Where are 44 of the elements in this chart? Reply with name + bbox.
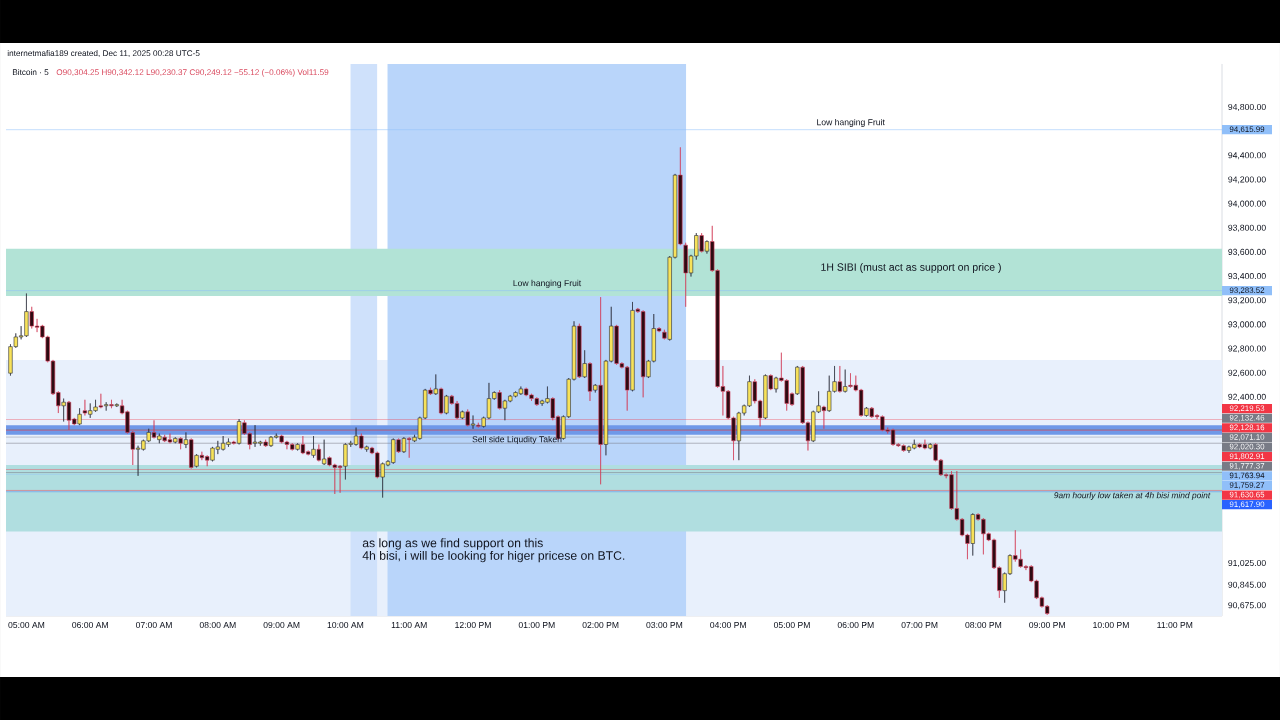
y-tick-label: 94,800.00 [1228, 103, 1266, 112]
y-tick-label: 90,845.00 [1228, 581, 1266, 589]
y-tick-label: 93,000.00 [1228, 321, 1266, 329]
y-tick-label: 93,600.00 [1228, 248, 1266, 256]
annotation: 4h bisi, i will be looking for higer pricese on BTC. [362, 550, 625, 563]
annotation: as long as we find support on this [362, 538, 543, 550]
x-tick-label: 12:00 PM [455, 621, 491, 629]
y-tick-label: 94,000.00 [1228, 200, 1266, 208]
x-tick-label: 08:00 PM [965, 621, 1002, 629]
x-tick-label: 06:00 AM [72, 621, 108, 629]
x-tick-label: 07:00 PM [901, 621, 938, 629]
x-tick-label: 09:00 PM [1029, 621, 1065, 629]
x-tick-label: 05:00 PM [773, 621, 810, 629]
y-tick-label: 92,800.00 [1228, 345, 1266, 353]
text: internetmafia189 created, Dec 11, 2025 00:28 UTC-5 [7, 50, 200, 58]
text: O90,304.25 H90,342.12 L90,230.37 C90,249.12 −55.12 (−0.06%) Vol11.59 [56, 69, 329, 77]
x-tick-label: 09:00 AM [263, 621, 300, 629]
annotation: 1H SIBI (must act as support on price ) [821, 263, 1001, 273]
y-tick-label: 91,025.00 [1228, 559, 1266, 567]
x-tick-label: 10:00 PM [1093, 621, 1129, 629]
x-tick-label: 07:00 AM [135, 621, 172, 629]
y-tick-label: 94,200.00 [1228, 176, 1266, 184]
y-tick-label: 94,400.00 [1228, 152, 1266, 160]
x-tick-label: 04:00 PM [710, 621, 746, 629]
x-tick-label: 03:00 PM [646, 621, 683, 629]
y-tick-label: 93,200.00 [1228, 297, 1266, 305]
annotation: Low hanging Fruit [817, 118, 885, 127]
x-tick-label: 08:00 AM [199, 621, 236, 629]
y-tick-label: 92,400.00 [1228, 393, 1266, 401]
chart-title: Bitcoin · 5 [12, 69, 49, 76]
y-tick-label: 90,675.00 [1228, 602, 1266, 610]
y-tick-label: 92,600.00 [1228, 369, 1266, 377]
x-tick-label: 02:00 PM [582, 621, 619, 629]
y-tick-label: 93,400.00 [1228, 273, 1266, 281]
x-tick-label: 05:00 AM [8, 621, 45, 629]
annotation: Low hanging Fruit [513, 279, 582, 288]
y-tick-label: 93,800.00 [1228, 224, 1266, 232]
annotation: Sell side Liqudity Taken [472, 435, 562, 444]
x-tick-label: 06:00 PM [837, 621, 874, 629]
annotation: 9am hourly low taken at 4h bisi mind point [1054, 492, 1211, 500]
x-tick-label: 01:00 PM [518, 621, 555, 629]
x-tick-label: 11:00 PM [1157, 621, 1193, 629]
x-tick-label: 11:00 AM [391, 621, 427, 629]
x-tick-label: 10:00 AM [327, 621, 364, 629]
